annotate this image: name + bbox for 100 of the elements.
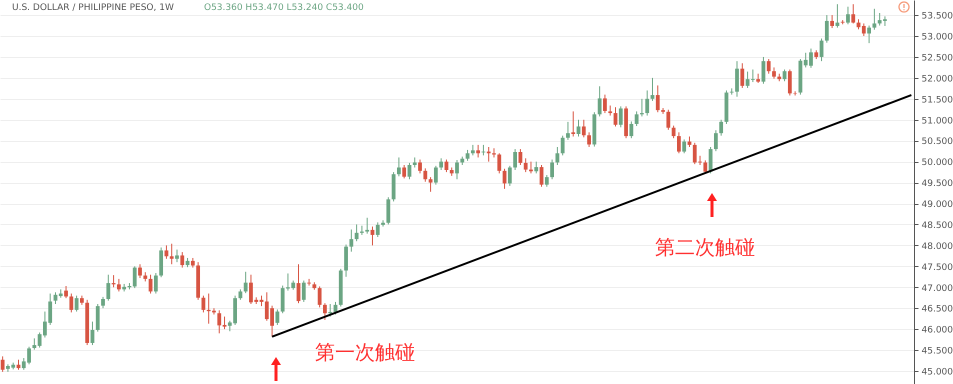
candlestick [703, 160, 708, 174]
candlestick [762, 56, 766, 84]
y-tick-label: 50.000 [922, 158, 953, 168]
chart-title: U.S. DOLLAR / PHILIPPINE PESO, 1W [12, 3, 174, 13]
candlestick [650, 77, 654, 102]
candlestick [143, 272, 148, 282]
candlestick [708, 146, 712, 174]
candlestick [824, 14, 829, 44]
candlestick [396, 156, 401, 177]
candlestick [851, 4, 856, 24]
candlestick [323, 302, 327, 320]
candlestick [164, 244, 168, 260]
candlestick [756, 73, 760, 84]
y-tick-label: 51.000 [922, 116, 953, 126]
candlestick [766, 58, 771, 74]
candlestick [354, 224, 359, 242]
candlestick [502, 168, 506, 190]
candlestick [202, 295, 206, 313]
candlestick [830, 14, 834, 29]
candlestick [486, 146, 491, 162]
candlestick [740, 62, 744, 88]
candlestick [334, 301, 338, 315]
candlestick [148, 274, 152, 294]
y-tick-label: 45.500 [922, 346, 953, 357]
candlestick [244, 271, 248, 294]
candlestick [138, 264, 142, 279]
y-tick-label: 47.000 [922, 284, 953, 294]
candlestick [170, 243, 174, 265]
candlestick [190, 257, 195, 268]
candlestick [540, 164, 544, 188]
candlestick [672, 125, 676, 139]
y-tick-label: 53.000 [922, 32, 953, 43]
y-tick-label: 49.500 [922, 179, 953, 190]
candlestick [566, 121, 570, 140]
candlestick [676, 132, 681, 154]
candlestick [508, 165, 512, 186]
candlestick [318, 286, 322, 308]
candlestick [386, 196, 390, 225]
candlestick [719, 119, 724, 136]
candlestick [275, 308, 280, 326]
candlestick [428, 176, 432, 192]
candlestick [714, 130, 718, 152]
candlestick [645, 90, 650, 116]
candlestick [820, 38, 824, 62]
candlestick [238, 288, 242, 300]
candlestick [444, 159, 448, 173]
candlestick [582, 119, 586, 138]
candlestick [688, 136, 692, 148]
candlestick [370, 226, 374, 246]
annotation: 第一次触碰 [315, 340, 415, 364]
candlestick [735, 60, 739, 98]
candlestick [16, 359, 20, 370]
candlestick [80, 295, 84, 306]
candlestick [408, 162, 412, 180]
candlestick [439, 158, 444, 171]
candlestick [101, 296, 105, 309]
candlestick [587, 132, 591, 148]
candlestick [296, 264, 300, 304]
candlestick [349, 228, 354, 252]
y-tick-label: 53.500 [922, 12, 953, 22]
candlestick [186, 257, 190, 268]
candlestick [835, 4, 840, 28]
candlestick [175, 249, 179, 263]
candlestick [666, 109, 670, 130]
candlestick [603, 94, 607, 114]
y-tick-label: 47.500 [922, 262, 953, 273]
candlestick [518, 148, 522, 166]
candlestick [634, 110, 639, 127]
candlestick [476, 144, 480, 158]
y-tick-label: 52.500 [922, 53, 953, 64]
candlestick [482, 144, 486, 156]
candlestick [64, 286, 68, 299]
candlestick [782, 69, 786, 82]
candlestick [772, 66, 776, 80]
candlestick [544, 174, 549, 188]
candlestick [470, 144, 475, 156]
candlestick [497, 152, 502, 174]
y-tick-label: 48.000 [922, 242, 953, 252]
candlestick [614, 106, 618, 127]
y-tick-label: 48.500 [922, 220, 953, 231]
annotation: 第二次触碰 [655, 235, 755, 259]
candlestick [302, 280, 306, 302]
candlestick [872, 8, 876, 30]
candlestick [555, 146, 560, 166]
candlestick [376, 222, 380, 238]
candlestick [74, 295, 79, 312]
candlestick [106, 274, 110, 302]
y-tick-label: 45.000 [922, 368, 953, 378]
candlestick [112, 274, 116, 288]
candlestick [418, 159, 422, 174]
candlestick [513, 148, 518, 171]
candlestick [629, 120, 634, 139]
candlestick [344, 244, 348, 278]
candlestick [682, 138, 686, 154]
y-tick-label: 52.000 [922, 74, 953, 84]
y-tick-label: 49.000 [922, 200, 953, 210]
candlestick [534, 161, 538, 174]
candlestick [96, 304, 100, 332]
candlestick [360, 225, 364, 236]
candlestick [598, 86, 602, 117]
